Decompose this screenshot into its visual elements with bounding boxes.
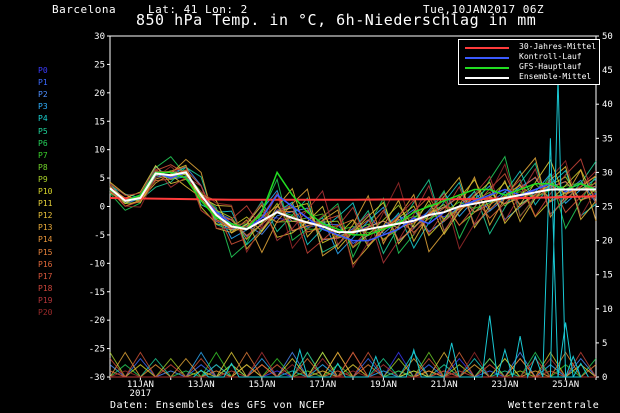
y-right-tick-label: 5 (602, 339, 607, 349)
y-right-tick-label: 50 (602, 32, 613, 42)
legend-swatch (465, 77, 509, 79)
ensemble-member-line (109, 165, 597, 266)
ensemble-member-label: P6 (38, 138, 48, 148)
legend-entry: Kontroll-Lauf (465, 52, 595, 62)
y-left-axis: 30 25 20 15 10 5 0 -5 -10 -15 -20 -25 -30 (89, 32, 110, 383)
ensemble-member-label: P0 (38, 66, 48, 75)
y-right-tick-label: 35 (602, 134, 613, 144)
x-year-label: 2017 (130, 389, 152, 399)
ensemble-member-line (109, 167, 597, 265)
precipitation-lines (109, 76, 597, 379)
timestamp-label: Tue,10JAN2017 06Z (423, 3, 545, 16)
ensemble-member-label: P8 (38, 162, 48, 172)
chart-title: 850 hPa Temp. in °C, 6h-Niederschlag in … (136, 11, 537, 29)
y-right-tick-label: 10 (602, 305, 613, 315)
x-tick-label: 17JAN (309, 380, 336, 390)
ensemble-member-line (109, 156, 597, 257)
legend-label: Ensemble-Mittel (519, 72, 592, 81)
ensemble-member-label: P20 (38, 308, 53, 317)
data-source-label: Daten: Ensembles des GFS von NCEP (110, 400, 326, 411)
legend-label: 30-Jahres-Mittel (519, 42, 597, 51)
brand-label: Wetterzentrale (508, 400, 600, 411)
x-tick-label: 11JAN (127, 380, 154, 390)
legend-label: GFS-Hauptlauf (519, 62, 582, 71)
x-tick-label: 23JAN (491, 380, 518, 390)
ensemble-member-label: P7 (38, 150, 48, 160)
y-left-tick-label: 30 (94, 32, 105, 42)
legend-label: Kontroll-Lauf (519, 52, 582, 61)
ensemble-precip-line (109, 351, 596, 378)
x-tick-label: 19JAN (370, 380, 397, 390)
y-right-tick-label: 15 (602, 271, 613, 281)
y-right-tick-label: 40 (602, 100, 613, 110)
climatology-line (109, 195, 597, 201)
y-right-tick-label: 25 (602, 203, 613, 213)
legend-swatch (465, 67, 509, 69)
x-tick-label: 25JAN (552, 380, 579, 390)
y-right-tick-label: 20 (602, 237, 613, 247)
ensemble-member-label: P16 (38, 259, 53, 269)
highlighted-lines (109, 170, 597, 242)
y-left-tick-label: 20 (94, 89, 105, 99)
y-left-tick-label: -30 (89, 373, 105, 383)
ensemble-mean-line (109, 171, 596, 234)
y-right-tick-label: 0 (602, 373, 607, 383)
x-axis: 11JAN 13JAN 15JAN 17JAN 19JAN 21JAN 23JAN 25JAN… (109, 377, 597, 399)
ensemble-member-label: P18 (38, 283, 53, 293)
legend-entry: GFS-Hauptlauf (465, 62, 595, 72)
ensemble-member-label: P5 (38, 126, 48, 136)
legend-swatch (465, 47, 509, 49)
ensemble-member-label: P2 (38, 90, 48, 100)
ensemble-member-label: P3 (38, 102, 48, 112)
ensemble-member-line (109, 170, 597, 249)
ensemble-member-label: P19 (38, 295, 53, 305)
y-left-tick-label: 10 (94, 146, 105, 156)
y-left-tick-label: -5 (94, 231, 105, 241)
x-tick-label: 15JAN (248, 380, 275, 390)
y-right-tick-label: 45 (602, 66, 613, 76)
ensemble-member-label: P4 (38, 114, 48, 124)
x-tick-label: 21JAN (431, 380, 458, 390)
ensemble-member-label: P14 (38, 235, 53, 245)
y-left-tick-label: 25 (94, 60, 105, 70)
y-left-tick-label: 5 (100, 174, 105, 184)
y-left-tick-label: 15 (94, 117, 105, 127)
ensemble-member-label: P13 (38, 223, 53, 233)
y-right-tick-label: 30 (602, 168, 613, 178)
y-left-tick-label: -25 (89, 345, 105, 355)
ensemble-member-label: P12 (38, 211, 53, 221)
ensemble-member-label: P10 (38, 187, 53, 196)
chart-legend: 30-Jahres-Mittel Kontroll-Lauf GFS-Hauptla… (458, 39, 600, 85)
ensemble-member-label: P17 (38, 271, 53, 281)
location-label: Barcelona (52, 3, 117, 16)
legend-entry: 30-Jahres-Mittel (465, 42, 597, 52)
ensemble-member-label: P15 (38, 247, 53, 257)
x-tick-label: 13JAN (188, 380, 215, 390)
coords-label: Lat: 41 Lon: 2 (148, 3, 248, 16)
y-left-tick-label: -10 (89, 259, 105, 269)
legend-entry: Ensemble-Mittel (465, 72, 595, 82)
ensemble-member-label: P11 (38, 199, 53, 209)
ensemble-member-label: P9 (38, 174, 48, 184)
legend-swatch (465, 57, 509, 59)
y-left-tick-label: 0 (100, 203, 105, 213)
operational-run-line (109, 170, 597, 236)
ensemble-member-label: P1 (38, 78, 48, 88)
y-left-tick-label: -15 (89, 288, 105, 298)
precip-peak-line (193, 76, 589, 379)
y-left-tick-label: -20 (89, 316, 105, 326)
